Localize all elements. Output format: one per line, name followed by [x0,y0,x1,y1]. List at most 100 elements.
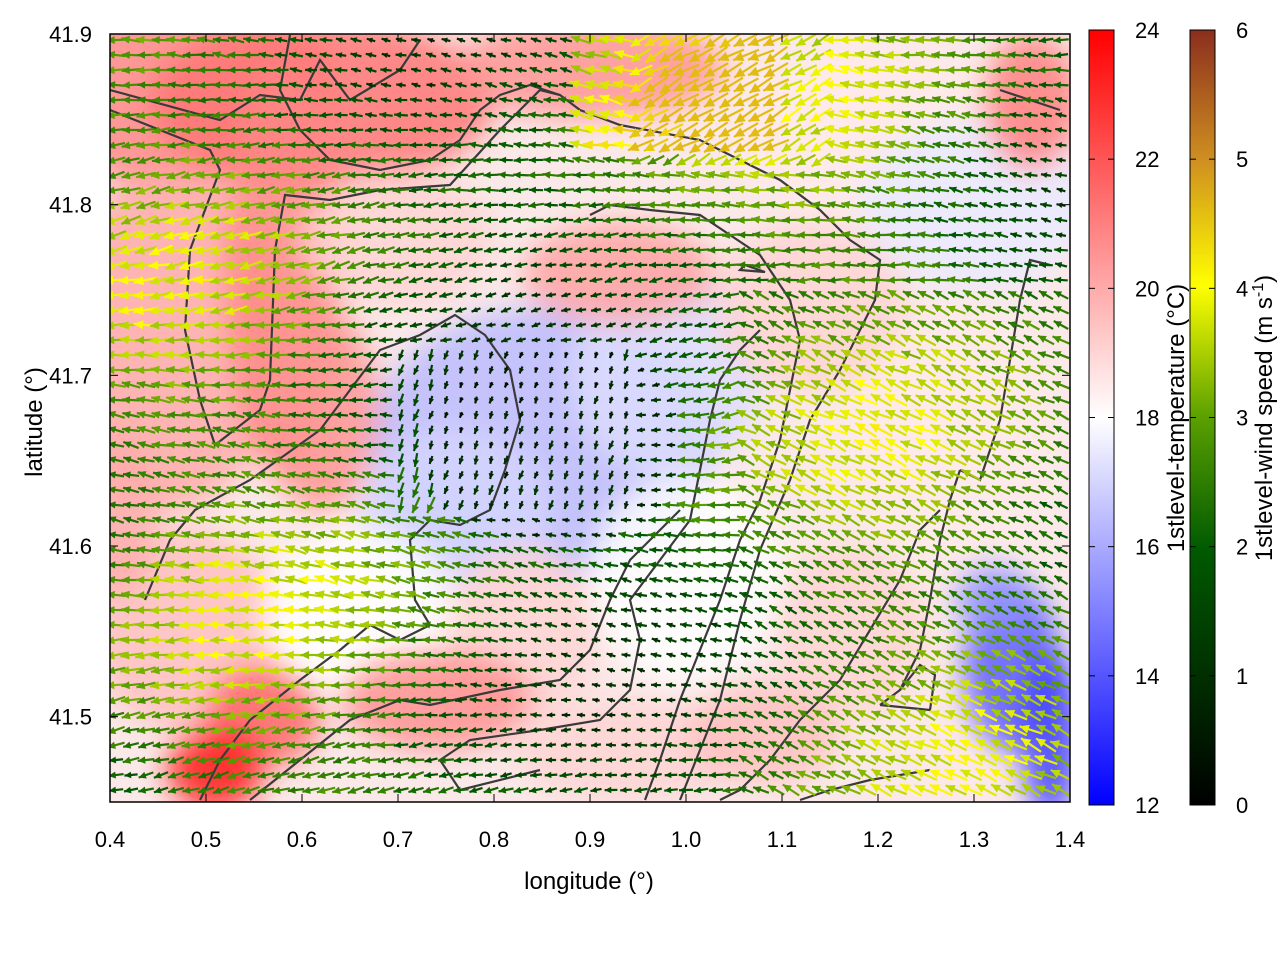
wind-arrow [578,366,584,374]
wind-arrow [886,288,906,302]
wind-arrow [347,186,365,194]
wind-arrow [1053,320,1069,330]
wind-arrow [584,80,608,90]
wind-arrow [693,306,709,314]
wind-arrow [178,246,204,256]
wind-arrow [885,125,907,135]
wind-arrow [887,246,905,254]
temperature-colorbar: 12 14 16 18 20 22 24 1stlevel-temperature (°C) [1088,18,1190,818]
wind-arrow [811,34,831,48]
wind-arrow [151,36,171,44]
wind-arrow [603,231,619,239]
wind-arrow [1055,127,1067,134]
wind-arrow [119,245,143,256]
wind-arrow [198,96,214,104]
wind-arrow [694,276,708,284]
wind-arrow [665,291,677,298]
wind-arrow [733,61,759,79]
wind-arrow [561,291,571,298]
wind-arrow [588,201,604,209]
wind-arrow [825,155,847,164]
wind-arrow [854,50,878,59]
wind-arrow [900,35,922,44]
wind-arrow [635,321,647,329]
wind-arrow [211,171,231,180]
wind-arrow [471,306,481,313]
wind-arrow [737,365,755,375]
wind-arrow [781,305,801,315]
wind-arrow [673,106,699,124]
wind-arrow [213,96,229,104]
wind-arrow [483,186,499,194]
wind-arrow [150,216,172,225]
wind-arrow [408,156,424,164]
wind-arrow [647,231,665,239]
wind-arrow [679,291,693,299]
wind-arrow [885,95,907,104]
wind-arrow [574,246,588,254]
wind-arrow [948,186,964,194]
wind-arrow [707,366,725,374]
wind-arrow [1008,305,1024,315]
wind-arrow [240,186,262,195]
wind-arrow [288,51,304,59]
wind-arrow [319,96,333,104]
wind-arrow [826,349,846,361]
wind-arrow [364,366,378,374]
colorbar-tick-label: 6 [1236,18,1248,43]
wind-arrow [1040,187,1052,194]
wind-arrow [500,336,512,343]
wind-arrow [993,289,1009,301]
wind-arrow [629,76,653,94]
wind-arrow [767,276,785,284]
wind-arrow [469,246,483,254]
wind-arrow [840,335,862,345]
wind-arrow [990,349,1012,361]
wind-arrow [947,291,965,299]
wind-arrow [110,186,126,195]
wind-arrow [543,231,559,239]
wind-arrow [394,126,408,134]
wind-arrow [992,319,1010,331]
wind-arrow [1009,216,1023,224]
wind-arrow [319,51,333,59]
wind-arrow [737,335,755,345]
temperature-cell [110,426,158,598]
wind-arrow [361,216,381,225]
wind-arrow [410,67,422,74]
wind-arrow [602,216,620,224]
wind-arrow [483,246,499,254]
wind-arrow [977,96,995,104]
wind-arrow [1037,351,1055,359]
wind-arrow [500,306,512,314]
wind-arrow [781,137,801,153]
wind-arrow [110,111,126,120]
wind-arrow [1040,127,1052,134]
wind-arrow [1037,334,1055,346]
wind-arrow [241,171,261,180]
wind-arrow [658,46,684,64]
wind-arrow [764,153,788,167]
wind-arrow [151,111,171,119]
wind-arrow [647,154,665,166]
wind-arrow [916,95,936,104]
wind-arrow [1039,246,1053,254]
x-tick-label: 1.0 [671,827,702,852]
wind-arrow [1053,290,1069,300]
wind-arrow [616,156,636,164]
wind-arrow [1023,66,1039,74]
wind-arrow [673,121,699,139]
wind-arrow [575,261,587,268]
wind-arrow [484,111,498,119]
wind-arrow [163,231,189,241]
wind-arrow [718,76,744,94]
wind-arrow [335,37,347,44]
wind-arrow [377,171,395,179]
wind-arrow [121,66,141,75]
wind-arrow [1054,276,1068,284]
wind-arrow [872,231,890,239]
wind-arrow [1025,157,1037,164]
wind-arrow [120,215,142,225]
wind-arrow [747,49,775,61]
wind-arrow [690,185,712,194]
